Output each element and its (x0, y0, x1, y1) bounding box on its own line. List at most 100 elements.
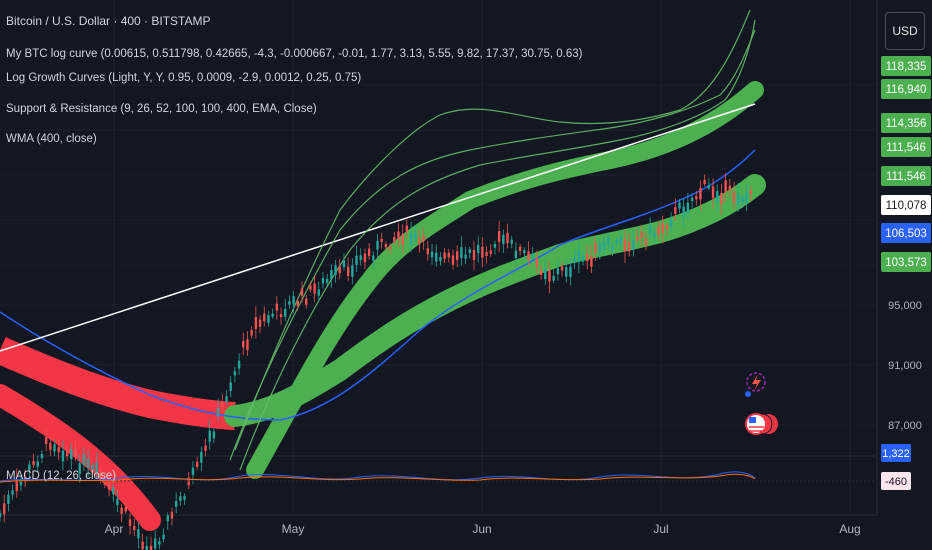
indicator-macd[interactable]: MACD (12, 26, close) (6, 470, 116, 482)
candle-body (686, 202, 690, 214)
candle-body (330, 270, 333, 280)
price-label: 111,546 (881, 137, 931, 157)
candle-body (137, 529, 140, 539)
candle-body (195, 461, 199, 467)
candle-body (678, 202, 681, 209)
candle-body (263, 313, 266, 322)
candle-body (619, 236, 622, 244)
candle-body (321, 278, 325, 284)
candle-body (627, 241, 631, 252)
trend-line (0, 103, 756, 352)
candle-body (606, 237, 610, 245)
price-label: 110,078 (881, 195, 931, 215)
candle-body (359, 255, 362, 260)
candle-body (590, 256, 593, 267)
candle-body (141, 541, 144, 550)
candle-body (300, 288, 304, 296)
symbol-title[interactable]: Bitcoin / U.S. Dollar · 400 · BITSTAMP (6, 14, 211, 28)
candle-body (384, 244, 388, 248)
candle-body (439, 256, 442, 261)
lightning-event-icon[interactable] (745, 372, 766, 397)
candle-body (170, 511, 174, 519)
candle-body (166, 515, 169, 522)
candle-body (78, 463, 81, 475)
candle-body (485, 252, 488, 256)
candle-body (615, 239, 618, 244)
candle-body (187, 477, 190, 486)
candle-body (481, 246, 484, 258)
candle-body (128, 519, 132, 526)
candle-body (623, 239, 627, 252)
candle-body (665, 225, 669, 229)
candle-body (250, 330, 253, 336)
indicator-log-curve[interactable]: My BTC log curve (0.00615, 0.511798, 0.4… (6, 48, 583, 60)
candle-body (145, 546, 149, 550)
price-label-text: 111,546 (886, 171, 926, 183)
price-label-text: 106,503 (885, 228, 927, 240)
candle-body (346, 266, 350, 276)
candle-body (233, 371, 237, 376)
candle-body (174, 500, 178, 507)
candle-body (527, 251, 530, 261)
price-label-text: 110,078 (886, 200, 927, 212)
candle-body (560, 266, 564, 271)
candle-body (611, 246, 614, 252)
candle-body (191, 467, 195, 475)
macd-label: -460 (881, 472, 911, 490)
candle-body (602, 241, 606, 250)
macd-panel (0, 471, 876, 483)
candle-body (334, 265, 337, 276)
price-label: 111,546 (881, 166, 931, 186)
candle-body (414, 232, 417, 239)
candle-body (112, 487, 115, 495)
us-flag-event-icon[interactable] (745, 413, 778, 435)
price-label-text: 114,356 (886, 118, 927, 130)
candle-body (636, 236, 639, 241)
candle-body (443, 252, 446, 259)
support-band-red (0, 337, 236, 430)
candle-body (363, 253, 367, 263)
price-label: 116,940 (881, 79, 931, 99)
price-tick: 95,000 (888, 300, 922, 312)
candle-body (523, 250, 526, 254)
candle-body (724, 180, 727, 192)
candle-body (313, 283, 316, 294)
log-curve-band-outer-green (246, 81, 764, 479)
candle-body (103, 478, 107, 485)
candle-body (594, 242, 597, 254)
candle-body (653, 233, 656, 237)
candle-body (216, 408, 220, 417)
candle-body (573, 257, 576, 263)
candle-body (133, 525, 136, 530)
indicator-wma[interactable]: WMA (400, close) (6, 133, 97, 145)
candle-body (86, 458, 90, 468)
candle-body (53, 444, 56, 452)
macd-label-text: 1,322 (882, 448, 910, 460)
candle-body (242, 341, 245, 348)
candle-body (476, 244, 480, 254)
macd-label-text: -460 (885, 476, 907, 488)
candle-body (544, 268, 547, 280)
indicator-log-growth-curves[interactable]: Log Growth Curves (Light, Y, Y, 0.95, 0.… (6, 72, 362, 84)
candle-body (716, 191, 719, 202)
candle-body (669, 219, 673, 227)
candle-body (703, 179, 706, 185)
currency-button[interactable]: USD (885, 12, 925, 50)
candle-body (464, 254, 467, 259)
candle-body (124, 506, 128, 512)
indicator-support-resistance[interactable]: Support & Resistance (9, 26, 52, 100, 10… (6, 103, 317, 115)
candle-body (208, 430, 211, 442)
candle-body (455, 251, 459, 260)
price-label-text: 103,573 (885, 257, 927, 269)
candle-body (510, 239, 513, 244)
candle-body (225, 396, 228, 402)
candle-body (36, 461, 39, 467)
candle-body (342, 260, 346, 268)
candle-body (183, 496, 186, 500)
candle-body (91, 465, 94, 470)
candle-body (506, 232, 509, 244)
candle-body (65, 450, 69, 457)
candle-body (674, 207, 677, 214)
